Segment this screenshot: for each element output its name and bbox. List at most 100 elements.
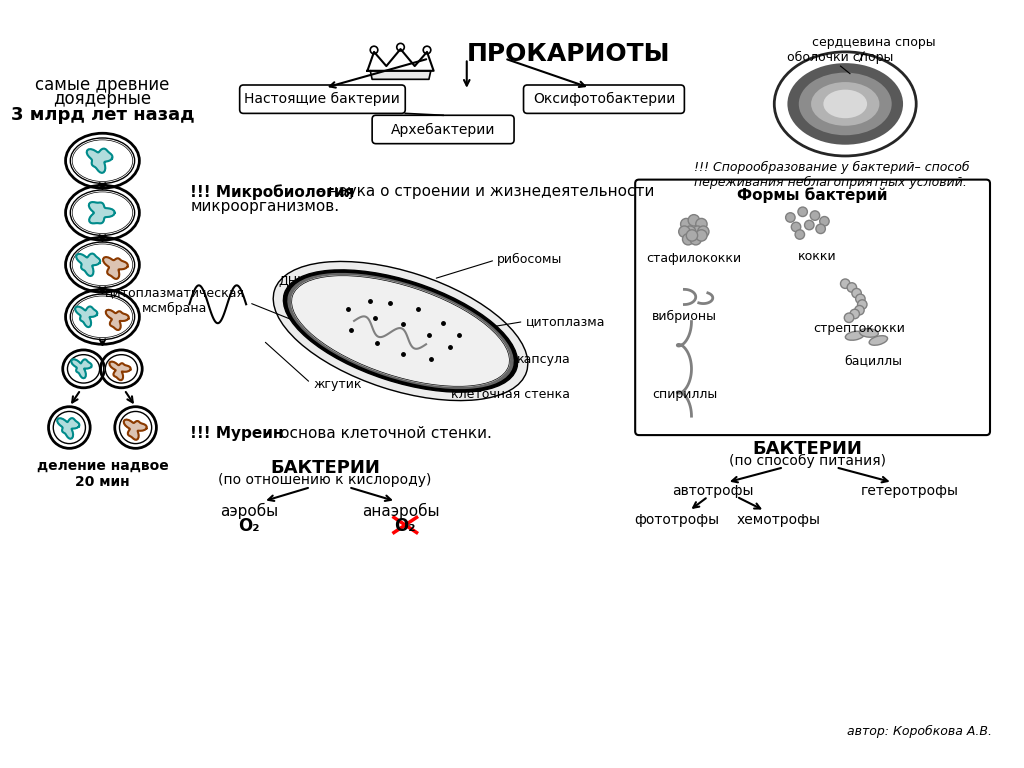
Circle shape <box>681 218 692 230</box>
Polygon shape <box>75 306 97 327</box>
Text: БАКТЕРИИ: БАКТЕРИИ <box>270 458 380 477</box>
Text: стрептококки: стрептококки <box>813 322 905 335</box>
Text: аэробы: аэробы <box>220 503 279 519</box>
Text: Формы бактерий: Формы бактерий <box>737 187 888 203</box>
Text: деление надвое
20 мин: деление надвое 20 мин <box>37 458 168 489</box>
Text: БАКТЕРИИ: БАКТЕРИИ <box>753 440 862 458</box>
Circle shape <box>845 313 854 323</box>
Text: капсула: капсула <box>517 353 570 366</box>
Text: 3 млрд лет назад: 3 млрд лет назад <box>10 106 195 124</box>
Ellipse shape <box>120 412 152 444</box>
Circle shape <box>692 226 703 237</box>
FancyBboxPatch shape <box>635 180 990 435</box>
Ellipse shape <box>824 91 866 118</box>
Text: автотрофы: автотрофы <box>672 485 754 498</box>
Ellipse shape <box>53 412 85 444</box>
FancyBboxPatch shape <box>240 85 406 114</box>
Circle shape <box>816 224 825 233</box>
Polygon shape <box>72 359 92 379</box>
Text: фототрофы: фототрофы <box>634 513 720 527</box>
Circle shape <box>857 300 867 310</box>
Text: ДНК: ДНК <box>278 275 306 288</box>
Text: Настоящие бактерии: Настоящие бактерии <box>244 92 400 106</box>
FancyBboxPatch shape <box>372 115 514 144</box>
Circle shape <box>847 283 857 292</box>
Text: сердцевина споры: сердцевина споры <box>812 36 936 49</box>
Text: Оксифотобактерии: Оксифотобактерии <box>532 92 675 106</box>
Text: жгутик: жгутик <box>313 379 361 392</box>
Text: самые древние: самые древние <box>35 75 170 94</box>
Circle shape <box>856 294 865 303</box>
Ellipse shape <box>859 329 879 337</box>
Text: O₂: O₂ <box>239 518 260 535</box>
Polygon shape <box>57 418 80 439</box>
Circle shape <box>798 207 807 217</box>
Text: !!! Муреин: !!! Муреин <box>190 425 284 441</box>
Ellipse shape <box>72 192 133 233</box>
Polygon shape <box>105 310 129 330</box>
Text: рибосомы: рибосомы <box>497 253 562 266</box>
Ellipse shape <box>105 355 137 383</box>
Text: гетеротрофы: гетеротрофы <box>860 485 958 498</box>
Circle shape <box>697 226 709 237</box>
Circle shape <box>695 230 708 241</box>
Text: вибрионы: вибрионы <box>652 310 717 323</box>
Circle shape <box>795 230 805 239</box>
Polygon shape <box>89 202 115 223</box>
Text: O₂: O₂ <box>394 518 416 535</box>
FancyBboxPatch shape <box>523 85 684 114</box>
Circle shape <box>785 213 795 222</box>
Ellipse shape <box>800 74 891 134</box>
Text: (по отношению к кислороду): (по отношению к кислороду) <box>218 473 431 487</box>
Circle shape <box>695 218 708 230</box>
Text: !!! Спорообразование у бактерий– способ
переживания неблагоприятных условий.: !!! Спорообразование у бактерий– способ … <box>694 161 970 189</box>
Circle shape <box>682 233 694 245</box>
Text: цитоплазматическая
мсмбрана: цитоплазматическая мсмбрана <box>104 286 245 315</box>
Text: цитоплазма: цитоплазма <box>526 315 606 328</box>
Polygon shape <box>371 71 431 79</box>
Polygon shape <box>124 419 146 440</box>
Ellipse shape <box>273 261 527 401</box>
Text: ПРОКАРИОТЫ: ПРОКАРИОТЫ <box>467 42 671 66</box>
Circle shape <box>686 230 697 241</box>
Circle shape <box>819 217 829 226</box>
Ellipse shape <box>869 336 888 346</box>
Text: автор: Коробкова А.В.: автор: Коробкова А.В. <box>847 725 992 738</box>
Ellipse shape <box>288 273 513 389</box>
Circle shape <box>690 233 701 245</box>
Ellipse shape <box>68 355 99 383</box>
Ellipse shape <box>72 244 133 286</box>
Ellipse shape <box>72 296 133 338</box>
Ellipse shape <box>292 276 509 386</box>
Polygon shape <box>87 148 113 173</box>
Text: стафилококки: стафилококки <box>646 253 741 266</box>
Text: микроорганизмов.: микроорганизмов. <box>190 199 340 214</box>
Circle shape <box>792 222 801 232</box>
Ellipse shape <box>812 83 879 124</box>
Ellipse shape <box>846 331 864 340</box>
Text: (по способу питания): (по способу питания) <box>729 454 886 468</box>
Text: доядерные: доядерные <box>53 90 152 108</box>
Ellipse shape <box>72 140 133 181</box>
Ellipse shape <box>284 270 518 392</box>
Text: -  основа клеточной стенки.: - основа клеточной стенки. <box>259 425 492 441</box>
Text: кокки: кокки <box>798 250 837 263</box>
Circle shape <box>852 289 861 298</box>
Circle shape <box>810 211 819 220</box>
Polygon shape <box>110 362 131 380</box>
Text: хемотрофы: хемотрофы <box>737 513 821 527</box>
Polygon shape <box>76 253 100 276</box>
Circle shape <box>841 279 850 289</box>
Text: !!! Микробиология: !!! Микробиология <box>190 184 355 200</box>
Circle shape <box>688 214 699 226</box>
Text: - наука о строении и жизнедеятельности: - наука о строении и жизнедеятельности <box>313 184 654 200</box>
Text: Архебактерии: Архебактерии <box>391 122 496 137</box>
Ellipse shape <box>788 65 902 144</box>
Circle shape <box>679 226 690 237</box>
Text: бациллы: бациллы <box>845 355 902 368</box>
Circle shape <box>805 220 814 230</box>
Text: анаэробы: анаэробы <box>361 503 439 519</box>
Circle shape <box>684 226 695 237</box>
Circle shape <box>855 306 864 315</box>
Text: оболочки споры: оболочки споры <box>787 51 894 65</box>
